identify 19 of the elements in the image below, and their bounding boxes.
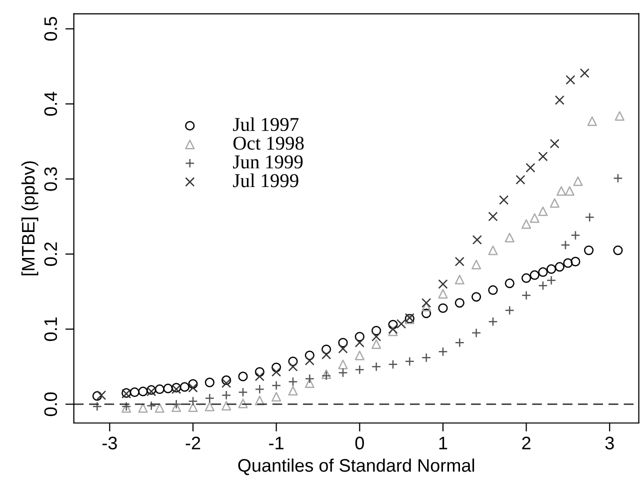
y-tick-label: 0.5 [44,17,58,41]
y-tick-label: 0.3 [44,167,58,191]
legend-label: Jul 1997 [233,117,299,132]
x-tick-label: -1 [269,436,284,450]
y-tick-label: 0.0 [44,392,58,416]
legend-label: Jul 1999 [233,174,298,188]
y-axis-title: [MTBE] (ppbv) [21,161,38,276]
legend-label: Oct 1998 [233,136,304,150]
x-tick-label: 1 [439,436,448,450]
y-tick-label: 0.1 [44,317,58,341]
y-tick-label: 0.4 [44,92,58,116]
x-tick-label: -2 [186,436,200,450]
x-tick-label: 3 [605,436,614,450]
x-tick-label: 2 [522,436,530,450]
y-tick-label: 0.2 [44,242,58,266]
x-tick-label: -3 [102,436,117,450]
legend-label: Jun 1999 [233,155,303,168]
x-tick-label: 0 [355,436,364,450]
x-axis-title: Quantiles of Standard Normal [238,458,474,476]
